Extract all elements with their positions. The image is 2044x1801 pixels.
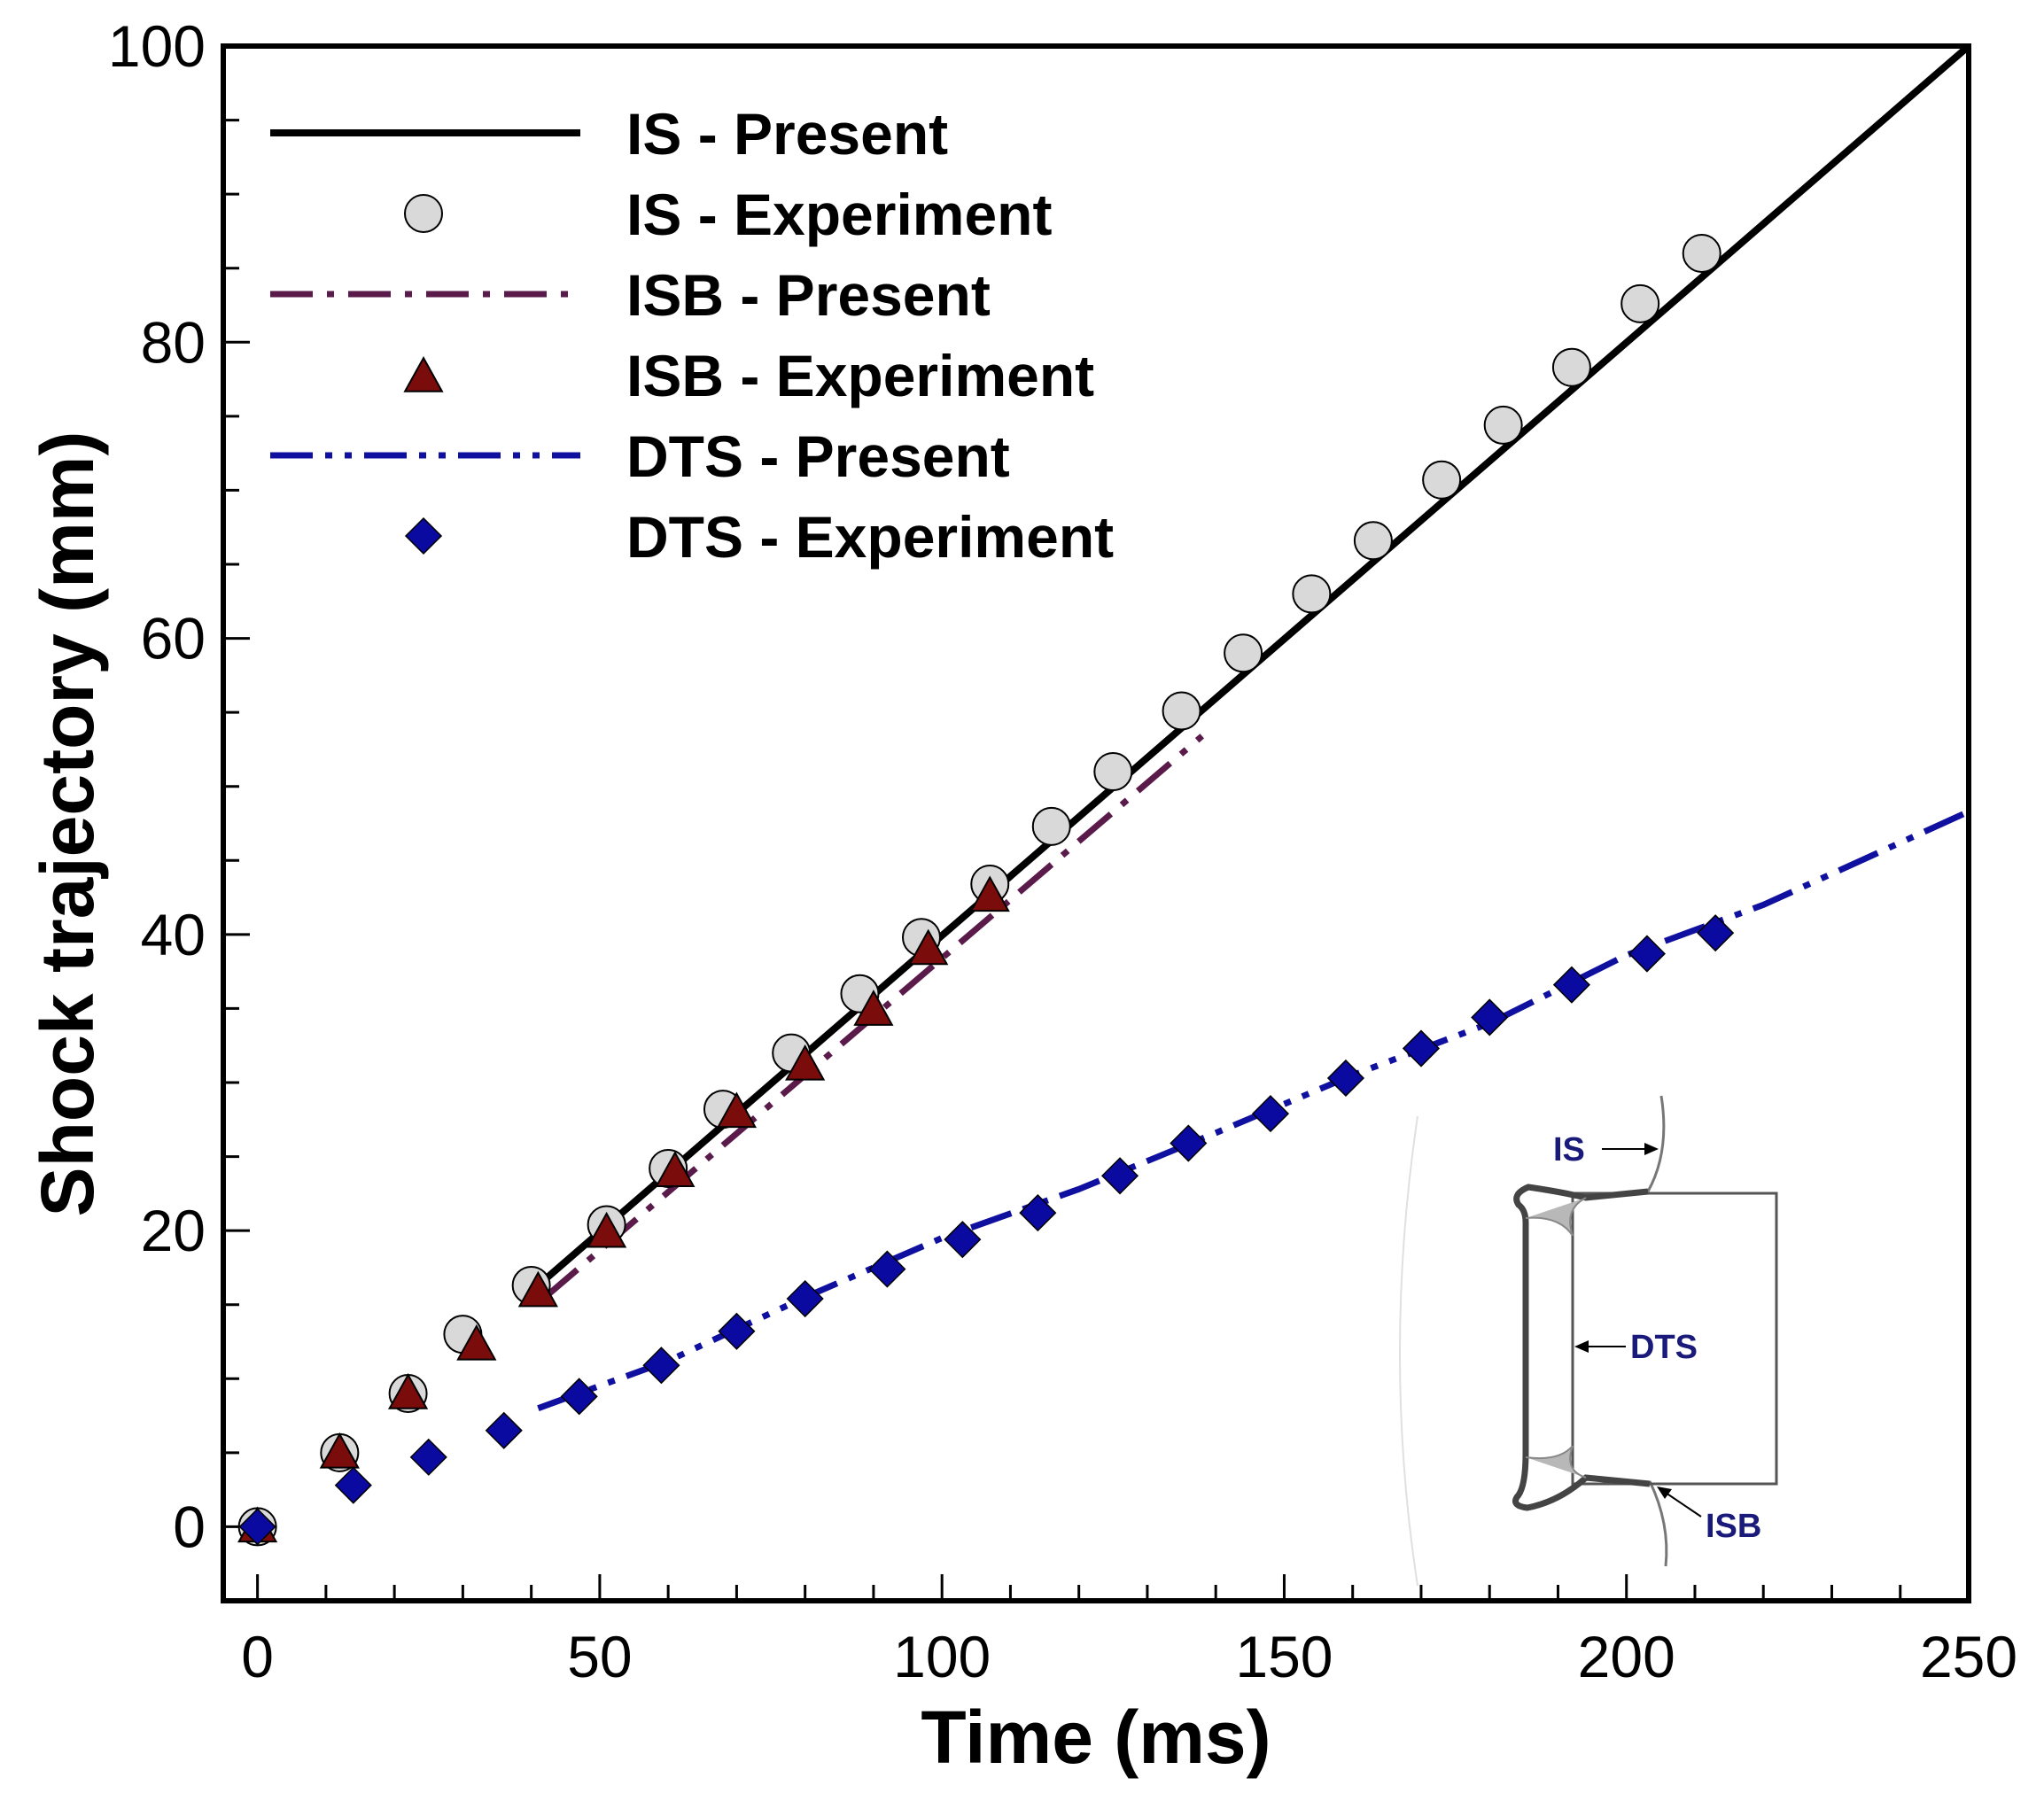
data-point-triangle bbox=[655, 1151, 696, 1188]
data-point-diamond bbox=[642, 1347, 680, 1385]
series-line-4 bbox=[537, 808, 1970, 1412]
inset-shock-body bbox=[1512, 1184, 1651, 1511]
data-point-diamond bbox=[560, 1378, 598, 1416]
y-tick-label: 20 bbox=[141, 1198, 206, 1263]
data-point-circle bbox=[1162, 691, 1201, 731]
legend: IS - Present IS - Experiment ISB - Present… bbox=[270, 101, 1114, 570]
inset-label-dts: DTS bbox=[1630, 1329, 1698, 1366]
y-tick-label: 80 bbox=[141, 309, 206, 375]
y-tick-label: 0 bbox=[173, 1494, 206, 1559]
data-point-diamond bbox=[718, 1312, 756, 1350]
data-point-circle bbox=[1620, 283, 1660, 323]
data-point-diamond bbox=[786, 1279, 824, 1318]
legend-label: IS - Experiment bbox=[626, 182, 1052, 247]
data-point-circle bbox=[1551, 347, 1591, 387]
data-point-circle bbox=[1682, 234, 1721, 273]
data-point-triangle bbox=[319, 1432, 360, 1469]
y-tick-labels: 0 20 40 60 80 100 bbox=[108, 13, 206, 1559]
data-point-diamond bbox=[1552, 966, 1590, 1004]
inset-isb-curve bbox=[1648, 1480, 1668, 1567]
data-point-diamond bbox=[1170, 1124, 1208, 1162]
data-point-triangle bbox=[716, 1091, 758, 1129]
x-tick-label: 50 bbox=[567, 1624, 632, 1689]
series-markers bbox=[237, 234, 1735, 1547]
data-point-diamond bbox=[1471, 998, 1509, 1036]
x-tick-label: 100 bbox=[893, 1624, 991, 1689]
data-point-circle bbox=[1353, 521, 1393, 561]
data-point-diamond bbox=[1251, 1095, 1290, 1133]
data-point-triangle bbox=[853, 990, 894, 1026]
inset-is-curve bbox=[1646, 1095, 1666, 1192]
inset-lower-wedge bbox=[1525, 1445, 1587, 1479]
x-tick-label: 250 bbox=[1920, 1624, 2017, 1689]
inset-label-is: IS bbox=[1553, 1131, 1585, 1168]
data-point-triangle bbox=[908, 928, 949, 966]
data-point-diamond bbox=[238, 1508, 276, 1546]
data-point-circle bbox=[1031, 806, 1071, 846]
x-tick-labels: 0 50 100 150 200 250 bbox=[241, 1624, 2017, 1689]
data-point-circle bbox=[1483, 405, 1523, 445]
inset-label-isb: ISB bbox=[1706, 1508, 1761, 1545]
data-point-diamond bbox=[868, 1250, 906, 1288]
data-point-triangle bbox=[969, 875, 1010, 912]
inset-arrowhead-isb bbox=[1657, 1487, 1672, 1499]
inset-schematic: IS DTS ISB bbox=[1399, 1095, 1778, 1587]
x-tick-label: 200 bbox=[1578, 1624, 1675, 1689]
plot-frame bbox=[221, 43, 1971, 1603]
data-point-circle bbox=[1292, 574, 1332, 614]
data-point-diamond bbox=[1326, 1059, 1365, 1098]
legend-label: ISB - Present bbox=[626, 262, 991, 328]
data-point-triangle bbox=[456, 1324, 497, 1361]
data-point-diamond bbox=[334, 1466, 372, 1504]
data-point-circle bbox=[1224, 633, 1263, 673]
legend-swatch-marker bbox=[404, 194, 443, 233]
data-point-triangle bbox=[517, 1270, 558, 1308]
data-point-triangle bbox=[785, 1044, 826, 1081]
data-point-circle bbox=[1422, 460, 1462, 500]
x-tick-label: 0 bbox=[241, 1624, 274, 1689]
series-lines bbox=[535, 43, 1971, 1412]
legend-label: DTS - Present bbox=[626, 423, 1010, 489]
y-tick-label: 40 bbox=[141, 902, 206, 967]
data-point-diamond bbox=[485, 1411, 523, 1449]
inset-arrowhead-dts bbox=[1574, 1340, 1589, 1353]
inset-faint-arc-left bbox=[1399, 1115, 1418, 1587]
y-tick-label: 60 bbox=[141, 606, 206, 671]
inset-arrow-isb bbox=[1665, 1492, 1702, 1518]
y-axis-title: Shock trajectory (mm) bbox=[26, 431, 109, 1217]
inset-upper-wedge bbox=[1525, 1197, 1587, 1237]
data-point-diamond bbox=[1100, 1157, 1139, 1195]
data-point-diamond bbox=[1019, 1194, 1057, 1232]
x-axis-title: Time (ms) bbox=[921, 1696, 1271, 1779]
legend-label: ISB - Experiment bbox=[626, 343, 1094, 408]
legend-label: DTS - Experiment bbox=[626, 504, 1114, 570]
data-point-diamond bbox=[1628, 935, 1666, 973]
data-point-circle bbox=[1093, 752, 1133, 791]
inset-arrowhead-is bbox=[1644, 1143, 1659, 1155]
legend-swatch-marker bbox=[403, 356, 444, 392]
data-point-diamond bbox=[1402, 1029, 1441, 1067]
y-tick-label: 100 bbox=[108, 13, 206, 79]
legend-label: IS - Present bbox=[626, 101, 948, 167]
data-point-triangle bbox=[587, 1211, 627, 1248]
data-point-diamond bbox=[409, 1438, 447, 1476]
x-tick-label: 150 bbox=[1235, 1624, 1333, 1689]
legend-swatch-marker bbox=[404, 516, 443, 555]
data-point-triangle bbox=[387, 1373, 429, 1409]
data-point-diamond bbox=[1697, 914, 1735, 952]
data-point-diamond bbox=[944, 1221, 982, 1259]
